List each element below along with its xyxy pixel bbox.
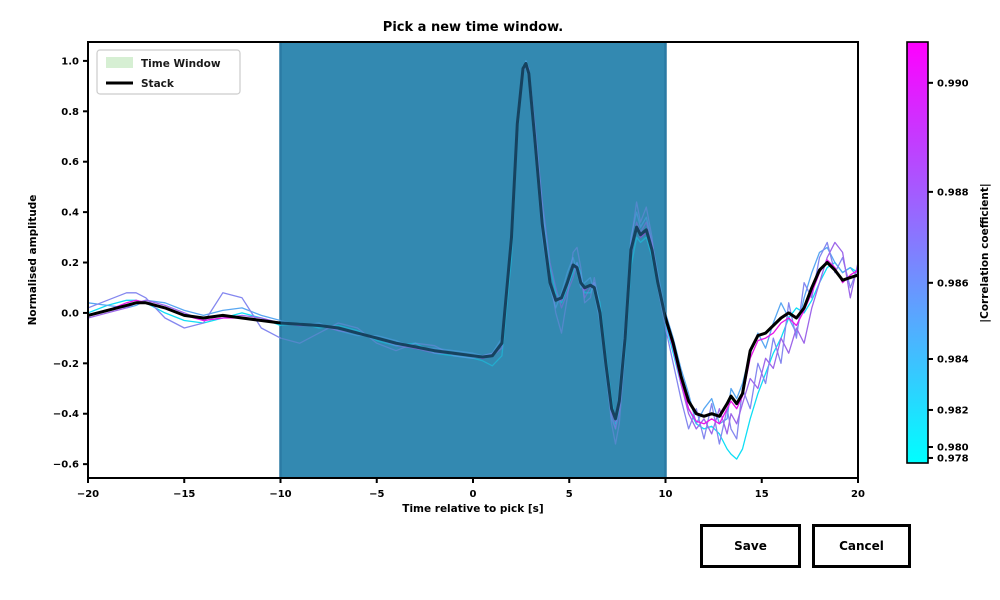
legend-time-window-swatch [106,57,133,68]
colorbar-tick-label: 0.986 [937,278,969,289]
y-axis-tick-label: −0.2 [53,359,79,370]
y-axis-tick-label: 0.4 [61,208,79,219]
x-axis-tick-label: 20 [851,489,865,500]
colorbar-tick-label: 0.978 [937,453,969,464]
colorbar-tick-label: 0.990 [937,78,969,89]
colorbar-gradient-bar [906,41,929,464]
x-axis-tick-label: −15 [173,489,195,500]
time-window-region[interactable] [280,42,666,478]
x-axis-label: Time relative to pick [s] [402,503,543,515]
x-axis-tick-label: 10 [659,489,673,500]
save-button[interactable]: Save [700,524,801,568]
colorbar-label: |Correlation coefficient| [979,183,991,322]
y-axis-label: Normalised amplitude [27,195,39,326]
x-axis-tick-label: −20 [77,489,99,500]
colorbar-tick-label: 0.988 [937,187,969,198]
y-axis-tick-label: 0.6 [61,157,79,168]
colorbar-tick-label: 0.984 [937,355,969,366]
legend-time-window-label: Time Window [141,58,221,70]
cancel-button[interactable]: Cancel [812,524,911,568]
colorbar-tick-label: 0.980 [937,443,969,454]
x-axis-tick-label: −10 [269,489,291,500]
x-axis-tick-label: 0 [470,489,477,500]
colorbar-tick-label: 0.982 [937,405,969,416]
x-axis-tick-label: −5 [369,489,384,500]
stack-line-windowed [280,61,666,421]
legend-stack-label: Stack [141,78,175,90]
y-axis-tick-label: 1.0 [61,56,79,67]
y-axis-tick-label: −0.4 [53,409,79,420]
y-axis-tick-label: 0.2 [61,258,79,269]
y-axis-tick-label: 0.0 [61,308,79,319]
chart-title: Pick a new time window. [383,20,563,35]
event-trace-line-windowed [280,60,666,445]
y-axis-tick-label: −0.6 [53,460,79,471]
x-axis-tick-label: 5 [566,489,573,500]
y-axis-tick-label: 0.8 [61,107,79,118]
x-axis-tick-label: 15 [755,489,769,500]
legend: Time Window Stack [96,49,241,95]
